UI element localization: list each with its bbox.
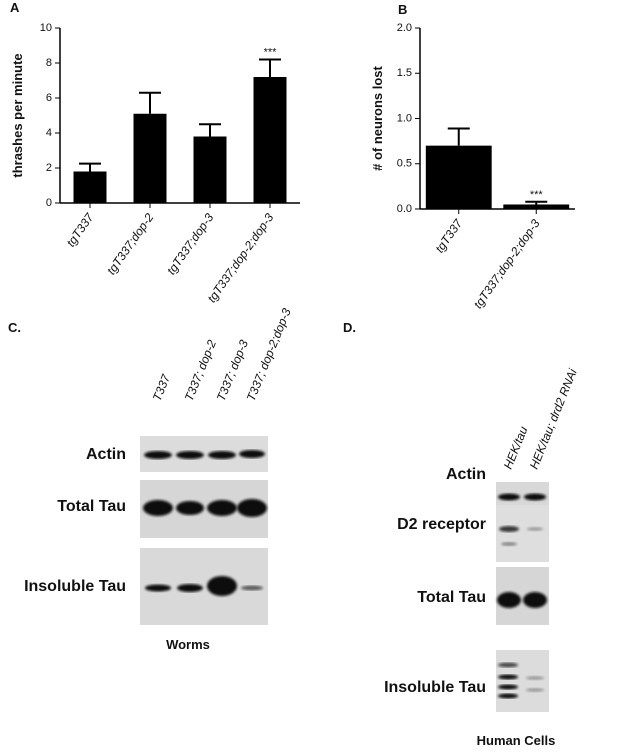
panel-label: D.	[343, 320, 356, 335]
caption: Human Cells	[477, 733, 556, 748]
bar	[425, 145, 492, 209]
panel-label: A	[10, 0, 20, 15]
blot-d	[496, 482, 549, 712]
row-label: Total Tau	[417, 589, 486, 606]
x-tick-label: tgT337	[432, 216, 466, 256]
error-bar	[525, 200, 548, 205]
x-tick-label: tgT337;dop-3	[164, 210, 217, 277]
bar	[253, 77, 287, 203]
y-axis-label: thrashes per minute	[10, 53, 25, 177]
y-tick-label: 6	[46, 92, 52, 104]
row-label: Insoluble Tau	[384, 679, 486, 696]
bar	[193, 136, 227, 203]
y-tick-label: 1.5	[397, 67, 412, 79]
row-label: Actin	[446, 466, 486, 483]
error-bar	[447, 127, 470, 146]
row-label: Insoluble Tau	[24, 578, 126, 595]
row-label: Total Tau	[57, 498, 126, 515]
x-tick-label: tgT337;dop-2;dop-3	[205, 210, 277, 305]
y-tick-label: 2	[46, 162, 52, 174]
y-tick-label: 4	[46, 127, 52, 139]
lane-label: HEK/tau	[501, 424, 531, 471]
y-tick-label: 0.0	[397, 203, 412, 215]
blot-c	[140, 436, 268, 625]
lane-label: T337; dop-2;dop-3	[244, 306, 294, 403]
y-tick-label: 1.0	[397, 112, 412, 124]
x-tick-label: tgT337;dop-2;dop-3	[471, 216, 543, 311]
significance: ***	[264, 47, 278, 59]
significance: ***	[530, 189, 544, 201]
y-tick-label: 2.0	[397, 22, 412, 34]
error-bar	[199, 123, 221, 137]
error-bar	[139, 91, 161, 114]
bar	[133, 113, 167, 203]
lane-label: T337; dop-2	[182, 338, 219, 404]
row-label: D2 receptor	[397, 516, 486, 533]
row-label: Actin	[86, 446, 126, 463]
lane-label: HEK/tau; drd2 RNAi	[527, 367, 580, 471]
panel-label: C.	[8, 320, 21, 335]
bar	[73, 171, 107, 203]
y-tick-label: 0	[46, 197, 52, 209]
error-bar	[79, 162, 101, 172]
y-tick-label: 0.5	[397, 158, 412, 170]
panel-label: B	[398, 2, 407, 17]
lane-label: T337	[150, 371, 174, 403]
error-bar	[259, 58, 281, 77]
x-tick-label: tgT337;dop-2	[104, 210, 157, 277]
bar	[503, 204, 570, 209]
y-axis-label: # of neurons lost	[370, 65, 385, 170]
y-tick-label: 10	[40, 22, 52, 34]
caption: Worms	[166, 637, 210, 652]
x-tick-label: tgT337	[64, 210, 98, 250]
y-tick-label: 8	[46, 57, 52, 69]
